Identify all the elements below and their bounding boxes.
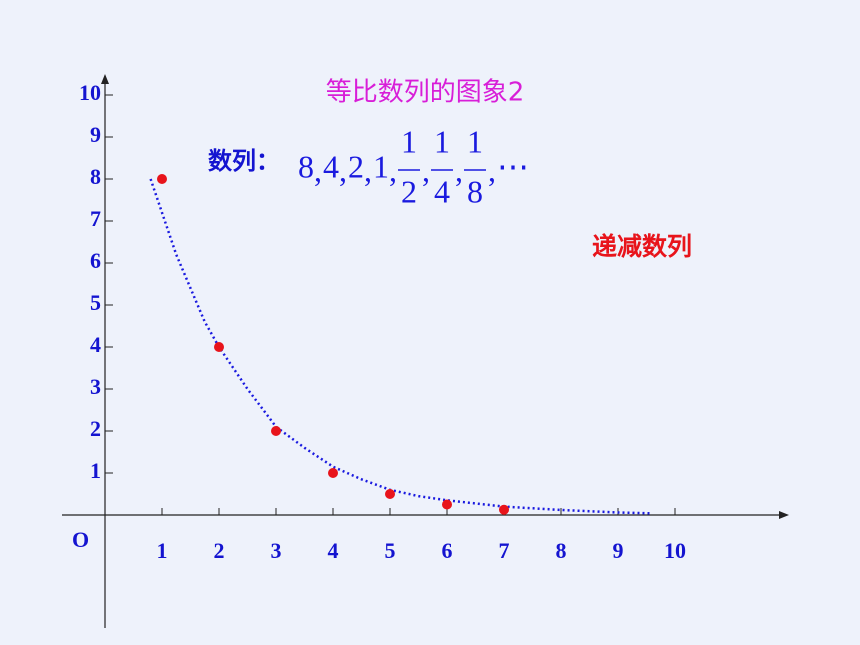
sequence-term: ⋯ [497,148,529,184]
x-tick-label: 6 [442,538,453,563]
data-point [328,468,338,478]
sequence-separator: , [422,152,430,188]
x-tick-label: 1 [157,538,168,563]
note: 递减数列 [592,232,692,261]
x-tick-label: 5 [385,538,396,563]
sequence-term: 2 [348,148,364,184]
y-axis-arrow [101,74,109,84]
trend-curve [149,178,653,515]
sequence-term: 4 [323,148,339,184]
sequence-term: 1 [373,148,389,184]
data-point [157,174,167,184]
fraction-numerator: 1 [434,123,450,159]
y-tick-label: 5 [90,290,101,315]
data-point [499,504,509,515]
y-tick-label: 1 [90,458,101,483]
sequence-separator: , [455,152,463,188]
sequence-separator: , [364,152,372,188]
data-point [442,499,452,510]
fraction-denominator: 8 [467,173,483,209]
x-axis-arrow [779,511,789,519]
y-tick-label: 3 [90,374,101,399]
sequence-separator: , [339,152,347,188]
fraction-numerator: 1 [401,123,417,159]
sequence-separator: , [314,152,322,188]
x-tick-label: 2 [214,538,225,563]
x-tick-label: 7 [499,538,510,563]
sequence-label: 数列： [208,147,280,175]
x-tick-label: 3 [271,538,282,563]
y-tick-label: 8 [90,164,101,189]
y-tick-label: 2 [90,416,101,441]
origin-label: O [72,527,89,552]
fraction-numerator: 1 [467,123,483,159]
y-tick-label: 6 [90,248,101,273]
fraction-denominator: 2 [401,173,417,209]
y-tick-label: 9 [90,122,101,147]
fraction-denominator: 4 [434,173,450,209]
y-tick-label: 4 [90,332,101,357]
y-tick-label: 7 [90,206,101,231]
data-point [271,426,281,436]
x-tick-label: 9 [613,538,624,563]
x-tick-label: 8 [556,538,567,563]
data-point [214,342,224,352]
x-tick-label: 10 [664,538,686,563]
sequence-separator: , [488,152,496,188]
y-tick-label: 10 [79,80,101,105]
sequence-separator: , [389,152,397,188]
x-tick-label: 4 [328,538,339,563]
chart-title: 等比数列的图象2 [326,78,525,108]
data-point [385,489,395,499]
sequence-term: 8 [298,148,314,184]
